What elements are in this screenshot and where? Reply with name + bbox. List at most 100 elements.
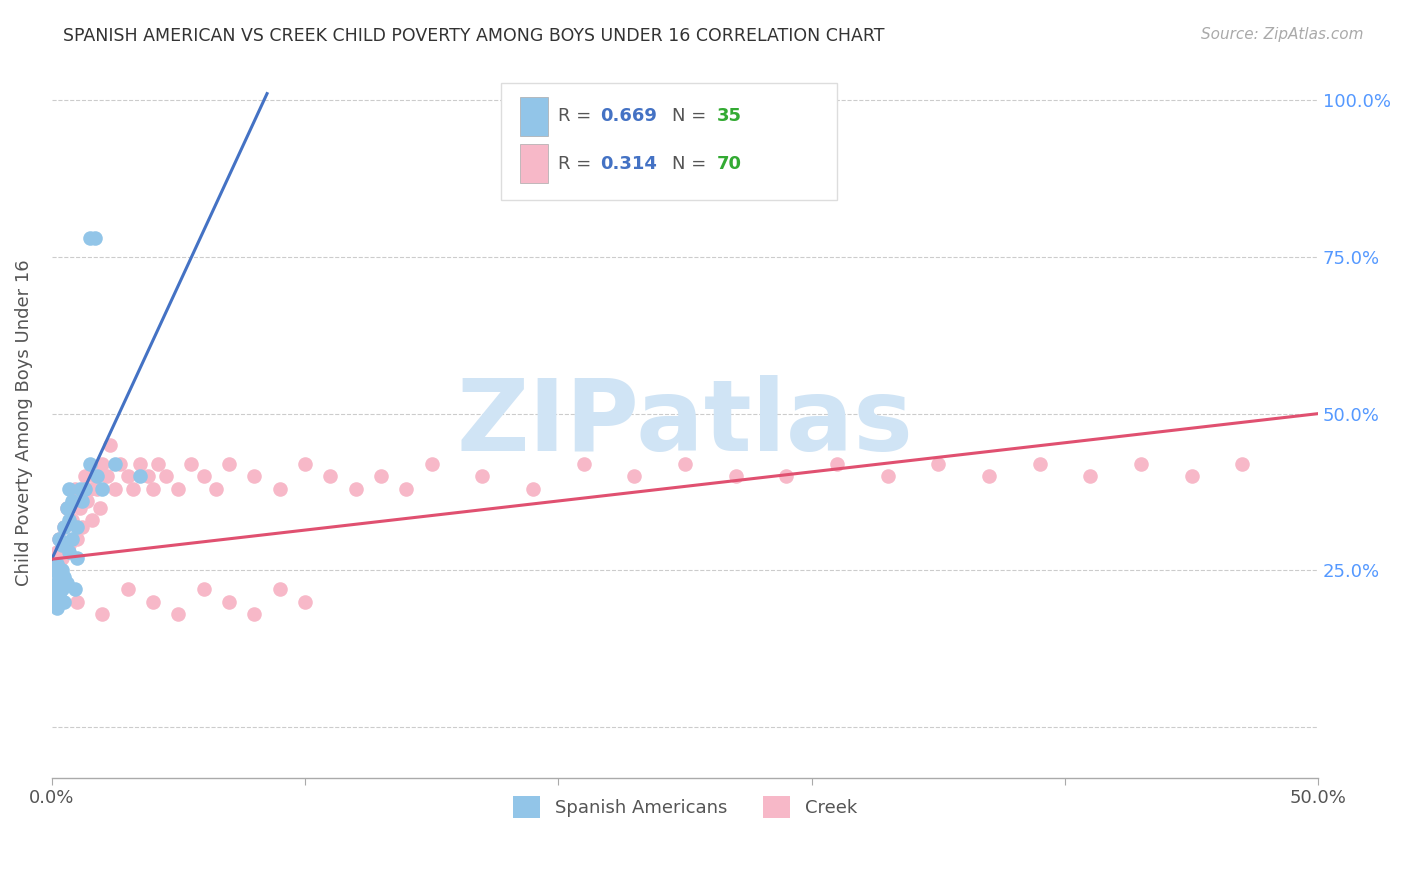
Point bbox=[142, 482, 165, 496]
Point bbox=[218, 457, 240, 471]
Point bbox=[129, 469, 152, 483]
Point bbox=[44, 595, 66, 609]
Point bbox=[243, 607, 266, 622]
FancyBboxPatch shape bbox=[520, 145, 548, 184]
Point bbox=[53, 519, 76, 533]
Point bbox=[1129, 457, 1152, 471]
Text: N =: N = bbox=[672, 155, 713, 173]
Point bbox=[623, 469, 645, 483]
Text: 35: 35 bbox=[717, 107, 741, 125]
Point bbox=[45, 601, 67, 615]
Point bbox=[1078, 469, 1101, 483]
Point bbox=[977, 469, 1000, 483]
Point bbox=[58, 544, 80, 558]
Point bbox=[51, 564, 73, 578]
Text: R =: R = bbox=[558, 107, 598, 125]
Point bbox=[471, 469, 494, 483]
Point bbox=[53, 519, 76, 533]
Point bbox=[370, 469, 392, 483]
Point bbox=[927, 457, 949, 471]
Point bbox=[66, 551, 89, 566]
Point bbox=[876, 469, 898, 483]
FancyBboxPatch shape bbox=[520, 97, 548, 136]
Point bbox=[1230, 457, 1253, 471]
Point bbox=[48, 532, 70, 546]
Point bbox=[44, 564, 66, 578]
Point bbox=[1180, 469, 1202, 483]
Point bbox=[142, 595, 165, 609]
Point bbox=[344, 482, 367, 496]
Point bbox=[83, 231, 105, 245]
Point bbox=[89, 500, 111, 515]
Point bbox=[572, 457, 595, 471]
Point bbox=[218, 595, 240, 609]
Point bbox=[86, 469, 108, 483]
Point bbox=[104, 457, 127, 471]
Point bbox=[294, 457, 316, 471]
Point bbox=[167, 482, 190, 496]
Point bbox=[724, 469, 747, 483]
Point bbox=[79, 457, 101, 471]
Point bbox=[522, 482, 544, 496]
Point bbox=[775, 469, 797, 483]
Text: SPANISH AMERICAN VS CREEK CHILD POVERTY AMONG BOYS UNDER 16 CORRELATION CHART: SPANISH AMERICAN VS CREEK CHILD POVERTY … bbox=[63, 27, 884, 45]
Point bbox=[155, 469, 177, 483]
Point bbox=[48, 532, 70, 546]
Point bbox=[48, 570, 70, 584]
Point bbox=[60, 494, 83, 508]
Point bbox=[243, 469, 266, 483]
Point bbox=[269, 582, 291, 597]
Point bbox=[44, 582, 66, 597]
Point bbox=[63, 582, 86, 597]
Point bbox=[395, 482, 418, 496]
Point bbox=[51, 551, 73, 566]
Point bbox=[58, 538, 80, 552]
Point bbox=[104, 482, 127, 496]
Point bbox=[45, 558, 67, 572]
Point bbox=[146, 457, 169, 471]
Point bbox=[73, 469, 96, 483]
Point bbox=[108, 457, 131, 471]
Point bbox=[673, 457, 696, 471]
Point bbox=[83, 469, 105, 483]
Point bbox=[58, 513, 80, 527]
Point bbox=[91, 457, 114, 471]
Text: Source: ZipAtlas.com: Source: ZipAtlas.com bbox=[1201, 27, 1364, 42]
Point bbox=[79, 231, 101, 245]
Text: 0.669: 0.669 bbox=[600, 107, 657, 125]
Point bbox=[66, 595, 89, 609]
Point bbox=[294, 595, 316, 609]
Text: ZIPatlas: ZIPatlas bbox=[457, 375, 914, 472]
Point bbox=[53, 570, 76, 584]
Point bbox=[319, 469, 342, 483]
Point bbox=[193, 582, 215, 597]
Point bbox=[121, 482, 143, 496]
Text: R =: R = bbox=[558, 155, 598, 173]
Point bbox=[44, 564, 66, 578]
Y-axis label: Child Poverty Among Boys Under 16: Child Poverty Among Boys Under 16 bbox=[15, 260, 32, 586]
Point bbox=[136, 469, 159, 483]
Point bbox=[180, 457, 202, 471]
Point bbox=[86, 482, 108, 496]
Point bbox=[66, 532, 89, 546]
Point bbox=[205, 482, 228, 496]
Point bbox=[117, 469, 139, 483]
Point bbox=[70, 494, 93, 508]
FancyBboxPatch shape bbox=[502, 83, 837, 200]
Point bbox=[167, 607, 190, 622]
Point bbox=[91, 607, 114, 622]
Point bbox=[76, 494, 98, 508]
Point bbox=[193, 469, 215, 483]
Point bbox=[56, 500, 79, 515]
Point bbox=[82, 513, 104, 527]
Point bbox=[129, 457, 152, 471]
Point bbox=[45, 576, 67, 591]
Text: 0.314: 0.314 bbox=[600, 155, 657, 173]
Point bbox=[98, 438, 121, 452]
Point bbox=[420, 457, 443, 471]
Point bbox=[56, 500, 79, 515]
Point bbox=[69, 482, 91, 496]
Text: 70: 70 bbox=[717, 155, 741, 173]
Point bbox=[269, 482, 291, 496]
Point bbox=[45, 544, 67, 558]
